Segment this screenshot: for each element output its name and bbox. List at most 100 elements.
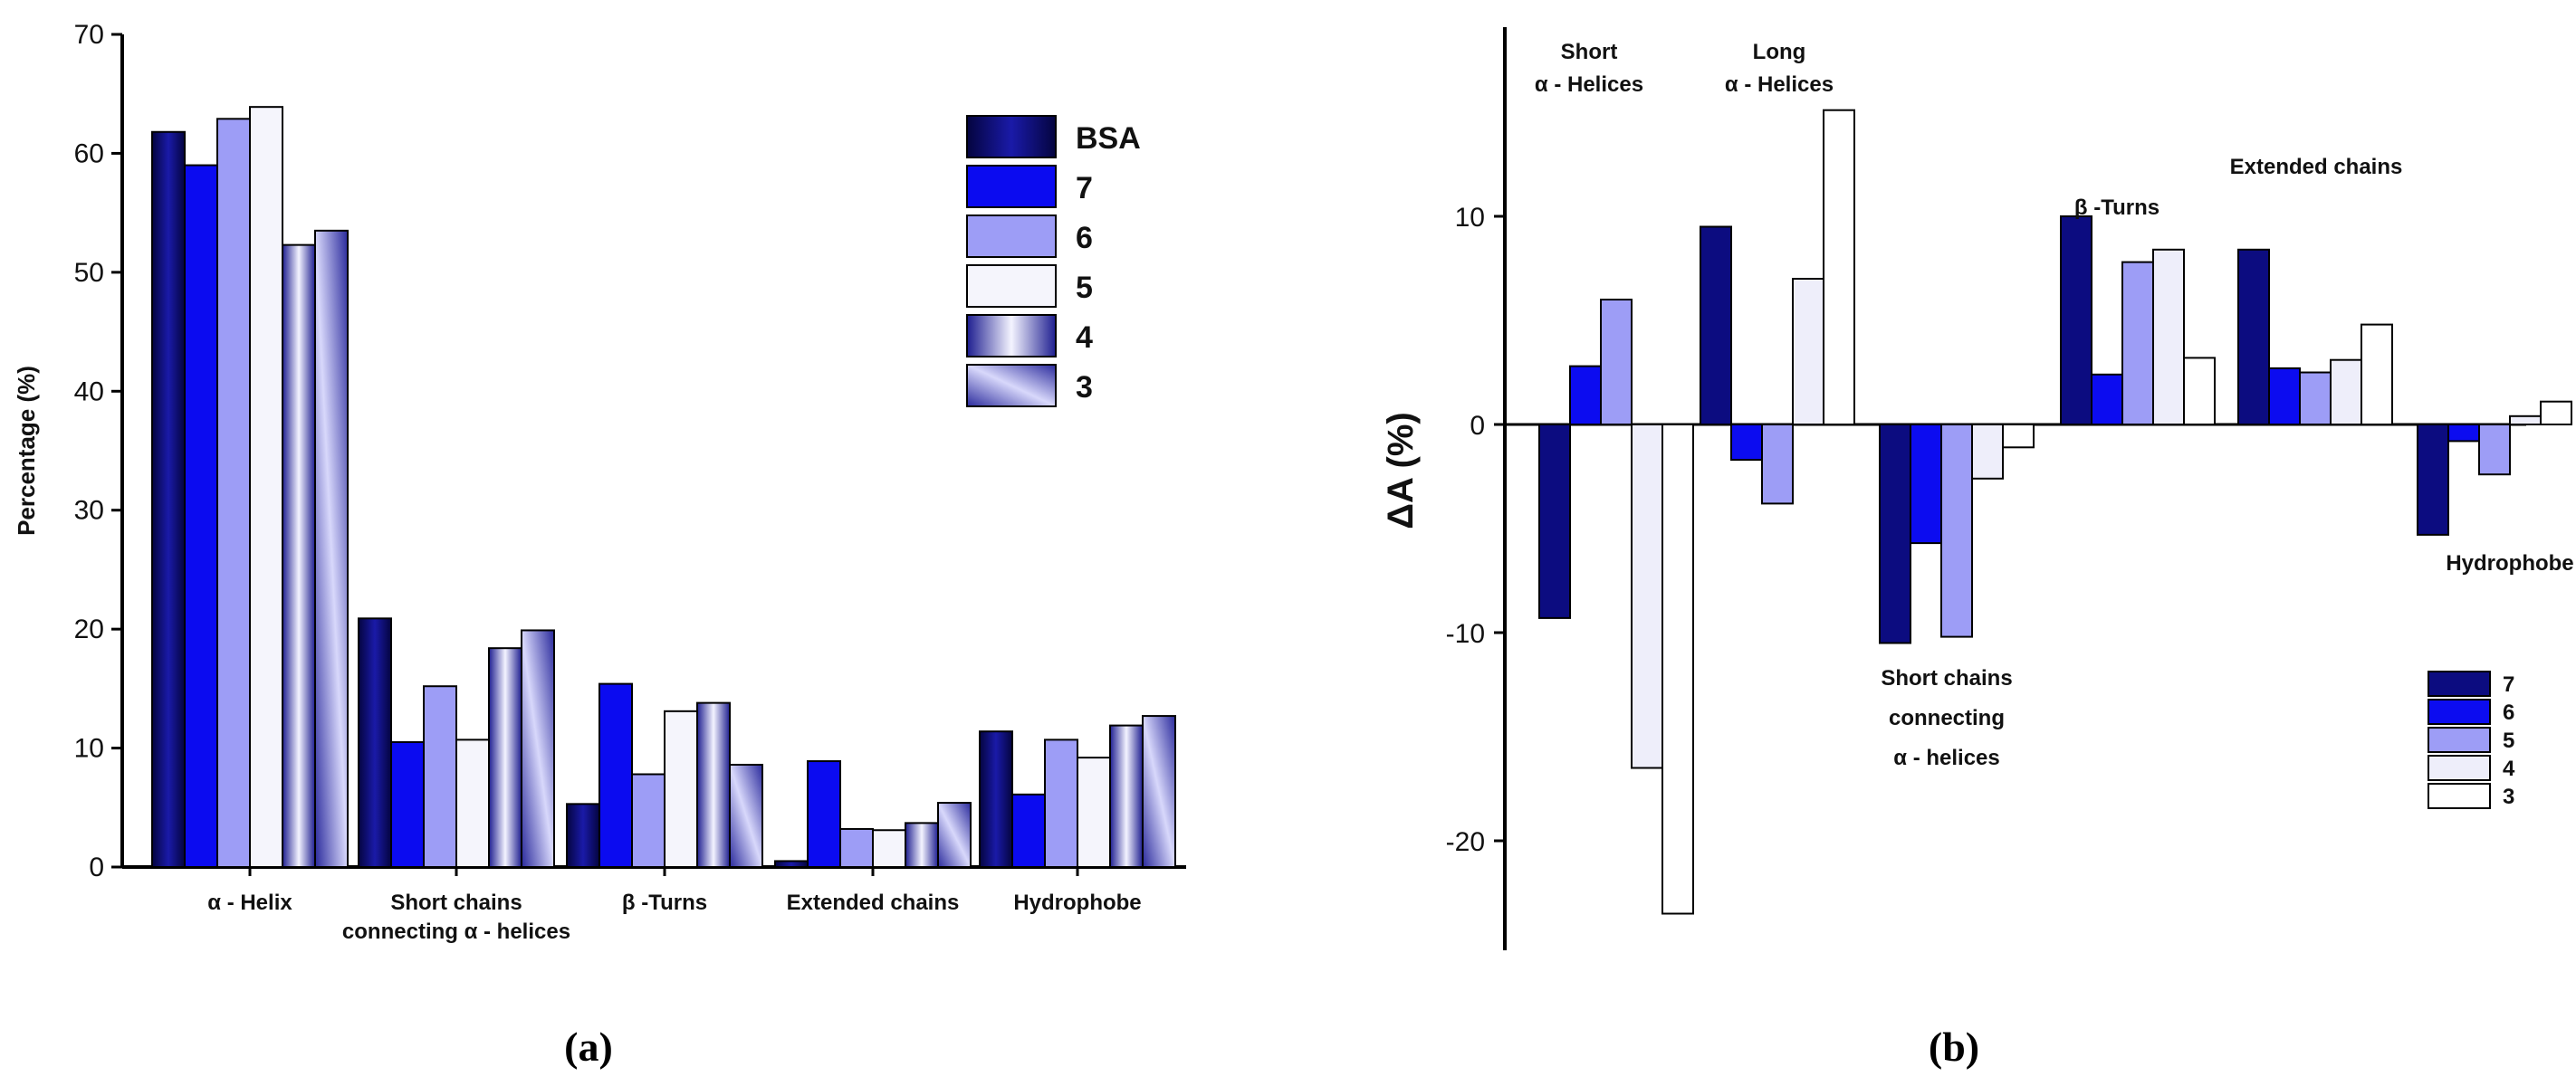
y-axis-label-b: ΔA (%): [1381, 412, 1421, 529]
y-tick-label-a: 30: [74, 496, 104, 526]
bar-a-3-0: [314, 229, 349, 869]
y-axis-label-a: Percentage (%): [13, 366, 40, 536]
y-tick-label-a: 10: [74, 734, 104, 764]
bar-a-3-3: [937, 802, 972, 868]
legend-swatch-a-3: [966, 364, 1057, 407]
bar-a-5-4: [1077, 757, 1111, 868]
panel-label-a: (a): [564, 1024, 613, 1070]
annotation-b-1: Long: [1753, 40, 1806, 64]
bar-b-5-0: [1600, 299, 1633, 425]
bar-b-3-2: [2002, 424, 2035, 449]
bar-a-bsa-0: [151, 130, 186, 868]
legend-label-a-3: 3: [1076, 370, 1093, 405]
annotation-b-0: Short: [1561, 40, 1618, 64]
legend-label-a-6: 6: [1076, 221, 1093, 255]
bar-a-7-1: [390, 741, 425, 868]
y-tick-label-a: 20: [74, 615, 104, 644]
legend-label-a-bsa: BSA: [1076, 121, 1141, 156]
bar-a-6-0: [216, 118, 251, 869]
x-tick-label-a: α - Helix: [207, 891, 292, 915]
legend-label-b-5: 5: [2503, 729, 2514, 753]
legend-label-b-3: 3: [2503, 785, 2514, 809]
bar-b-3-4: [2361, 323, 2393, 426]
bar-b-3-5: [2540, 400, 2572, 426]
legend-swatch-a-4: [966, 314, 1057, 357]
y-tick-label-b: 10: [1455, 203, 1485, 233]
bar-b-3-3: [2183, 357, 2216, 425]
annotation-b-4: Extended chains: [2230, 155, 2403, 179]
bar-b-4-1: [1792, 278, 1824, 425]
y-tick-label-a: 70: [74, 20, 104, 50]
bar-b-7-4: [2237, 248, 2270, 425]
legend-label-b-7: 7: [2503, 672, 2514, 697]
y-tick-label-a: 60: [74, 138, 104, 168]
bar-b-4-4: [2330, 358, 2362, 426]
bar-b-6-0: [1569, 365, 1602, 426]
chart-a: 0 10 20 30 40 50 60 70 Percentage (%) α - Helix Sh…: [13, 20, 1186, 944]
legend-swatch-a-bsa: [966, 115, 1057, 158]
x-tick-label-a: connecting α - helices: [342, 920, 570, 944]
bar-a-6-3: [839, 827, 874, 869]
bar-b-7-3: [2060, 215, 2092, 425]
legend-label-a-4: 4: [1076, 320, 1093, 355]
x-tick-label-a: Short chains: [390, 891, 522, 915]
annotation-b-2: connecting: [1889, 706, 2005, 730]
legend-swatch-b-4: [2428, 755, 2491, 781]
chart-b: -20 -10 0 10 ΔA (%) Short α - Helices Long α - H…: [1381, 27, 2574, 950]
annotation-b-5: Hydrophobe: [2446, 551, 2573, 576]
bar-a-7-4: [1011, 793, 1046, 868]
y-tick-label-a: 50: [74, 258, 104, 288]
x-tick-label-a: β -Turns: [622, 891, 707, 915]
annotation-b-1: α - Helices: [1725, 72, 1834, 97]
legend-label-b-4: 4: [2503, 757, 2515, 781]
annotation-b-2: Short chains: [1881, 666, 2012, 691]
bar-b-3-1: [1823, 109, 1855, 425]
y-tick-label-a: 0: [89, 853, 104, 882]
bar-a-bsa-2: [566, 803, 600, 868]
bar-b-5-3: [2121, 261, 2154, 425]
legend-swatch-a-6: [966, 214, 1057, 258]
bar-a-5-1: [455, 739, 490, 868]
legend-swatch-b-7: [2428, 671, 2491, 697]
bar-a-4-3: [905, 822, 939, 868]
legend-swatch-a-7: [966, 165, 1057, 208]
bar-a-5-0: [249, 106, 283, 868]
y-tick-label-a: 40: [74, 376, 104, 406]
legend-label-a-7: 7: [1076, 171, 1093, 205]
legend-swatch-b-3: [2428, 783, 2491, 809]
bar-a-7-2: [599, 682, 633, 868]
bar-b-5-1: [1761, 424, 1794, 505]
x-tick-label-a: Hydrophobe: [1013, 891, 1141, 915]
bar-b-6-3: [2091, 373, 2123, 425]
bar-b-6-1: [1730, 424, 1763, 462]
bar-b-6-5: [2447, 424, 2480, 443]
y-tick-label-b: -20: [1446, 827, 1485, 857]
bar-b-7-5: [2417, 424, 2449, 536]
bar-a-3-1: [521, 629, 555, 868]
bar-b-5-2: [1940, 424, 1973, 638]
bar-b-4-5: [2509, 415, 2542, 425]
y-tick-label-b: -10: [1446, 619, 1485, 649]
bar-a-bsa-1: [358, 617, 392, 868]
legend-swatch-a-5: [966, 264, 1057, 308]
bar-a-4-1: [488, 647, 522, 869]
bar-a-5-3: [872, 829, 906, 868]
bar-b-5-5: [2478, 424, 2511, 476]
legend-label-b-6: 6: [2503, 701, 2514, 725]
bar-b-3-0: [1661, 424, 1694, 915]
bar-b-7-2: [1879, 424, 1911, 644]
annotation-b-0: α - Helices: [1535, 72, 1643, 97]
annotation-b-2: α - helices: [1893, 746, 1999, 770]
bar-a-4-2: [696, 701, 731, 869]
legend-swatch-b-5: [2428, 727, 2491, 753]
legend-label-a-5: 5: [1076, 271, 1093, 305]
x-tick-label-a: Extended chains: [787, 891, 960, 915]
bar-a-6-4: [1044, 739, 1078, 868]
bar-b-4-0: [1631, 424, 1663, 769]
panel-label-b: (b): [1929, 1024, 1979, 1070]
bar-a-bsa-3: [774, 860, 809, 869]
bar-a-4-4: [1109, 724, 1144, 868]
bar-b-6-4: [2268, 367, 2301, 425]
legend-swatch-b-6: [2428, 699, 2491, 725]
bar-b-5-4: [2299, 371, 2332, 425]
